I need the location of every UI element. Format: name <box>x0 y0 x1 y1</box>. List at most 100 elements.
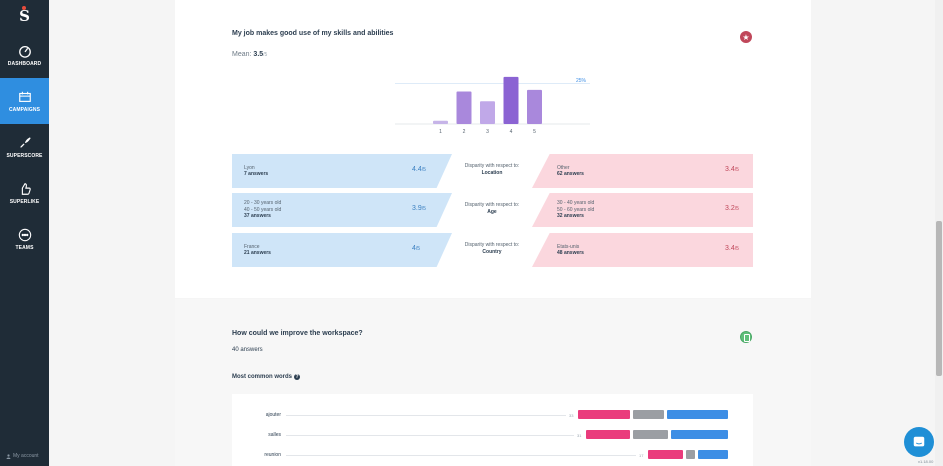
score-value: 3.2 <box>725 205 735 212</box>
score-distribution-chart: 25% 1 2 3 4 5 <box>395 76 590 135</box>
group-answers: 21 answers <box>244 250 271 256</box>
disparity-row: Lyon 7 answers 4.4/5 Disparity with respect… <box>232 154 753 188</box>
words-panel: ajouter 33 salles 31 reunion 17 <box>232 394 753 466</box>
nav-item-campaigns[interactable]: CAMPAIGNS <box>0 78 49 124</box>
question-card-skills: My job makes good use of my skills and a… <box>175 0 811 298</box>
x-tick-label: 5 <box>533 129 536 135</box>
nav-item-teams[interactable]: TEAMS <box>0 216 49 262</box>
group-name: Etats-unis <box>557 243 580 250</box>
negative-segment[interactable] <box>578 410 630 419</box>
score-denominator: /5 <box>734 206 739 212</box>
disparity-criterion: Disparity with respect to: Country <box>452 242 532 256</box>
group-answers: 7 answers <box>244 171 269 177</box>
nav-label-dashboard: DASHBOARD <box>7 60 42 67</box>
most-common-words-heading: Most common words ? <box>232 374 301 380</box>
teams-icon <box>18 228 31 241</box>
group-name: 20 - 30 years old <box>244 200 282 207</box>
app-logo[interactable]: S <box>0 0 49 32</box>
group-score: 3.2/5 <box>725 205 739 212</box>
word-label: ajouter <box>265 412 281 418</box>
word-count: 31 <box>577 433 582 438</box>
bar[interactable] <box>456 91 472 125</box>
bar[interactable] <box>503 76 519 124</box>
answers-count: 40 answers <box>232 347 263 353</box>
question-title: My job makes good use of my skills and a… <box>232 30 394 37</box>
group-answers: 32 answers <box>557 213 584 220</box>
user-icon <box>6 453 11 459</box>
disparity-group-low: Other 62 answers 3.4/5 <box>532 154 753 188</box>
group-answers: 37 answers <box>244 213 271 220</box>
negative-segment[interactable] <box>586 430 630 439</box>
most-common-words-label: Most common words <box>232 374 293 380</box>
campaigns-icon <box>18 91 31 102</box>
nav-item-superlike[interactable]: SUPERLIKE <box>0 170 49 216</box>
star-icon[interactable]: ★ <box>740 31 752 43</box>
logo-dot <box>22 6 26 10</box>
nav-item-dashboard[interactable]: DASHBOARD <box>0 32 49 78</box>
word-label: salles <box>268 432 281 438</box>
disparity-label: Disparity with respect to: <box>464 163 520 169</box>
group-score: 4.4/5 <box>412 166 426 173</box>
group-score: 3.4/5 <box>725 166 739 173</box>
group-name: Other <box>557 164 570 171</box>
disparity-group-high: France 21 answers 4/5 <box>232 233 452 267</box>
sidebar: S DASHBOARD CAMPAIGNS SUPERSCORE SUPERLI… <box>0 0 49 466</box>
group-name: Lyon <box>244 164 255 171</box>
scrollbar-thumb[interactable] <box>936 221 942 376</box>
group-name: 30 - 40 years old <box>557 200 595 207</box>
neutral-segment[interactable] <box>633 410 664 419</box>
reference-line-label: 25% <box>576 78 587 84</box>
group-name: 50 - 60 years old <box>557 206 595 213</box>
word-row: reunion 17 <box>232 450 753 460</box>
word-label: reunion <box>264 452 281 458</box>
chat-icon <box>913 436 925 447</box>
bar[interactable] <box>527 89 542 124</box>
chat-button[interactable] <box>904 427 934 457</box>
neutral-segment[interactable] <box>633 430 668 439</box>
x-tick-label: 2 <box>463 129 466 135</box>
group-name: France <box>244 243 260 250</box>
neutral-segment[interactable] <box>686 450 695 459</box>
positive-segment[interactable] <box>667 410 728 419</box>
word-count: 33 <box>569 413 574 418</box>
my-account-link[interactable]: My account <box>6 453 39 459</box>
disparity-criterion-value: Age <box>487 209 497 215</box>
version-label: v1.18.00 <box>918 459 934 464</box>
score-denominator: /5 <box>421 206 426 212</box>
bar[interactable] <box>433 120 448 124</box>
logo-letter: S <box>19 7 30 25</box>
mean-denominator: /5 <box>263 52 268 58</box>
group-details: Etats-unis 48 answers <box>557 244 584 257</box>
x-tick-label: 1 <box>439 129 442 135</box>
question-card-workspace: How could we improve the workspace? 40 a… <box>175 299 811 466</box>
positive-segment[interactable] <box>698 450 728 459</box>
help-icon[interactable]: ? <box>294 374 301 380</box>
score-denominator: /5 <box>421 167 426 173</box>
group-details: 20 - 30 years old 40 - 50 years old 37 ans… <box>244 200 281 220</box>
score-value: 3.4 <box>725 245 735 252</box>
disparity-criterion-value: Country <box>482 249 502 255</box>
my-account-label: My account <box>13 453 39 459</box>
disparity-group-high: 20 - 30 years old 40 - 50 years old 37 ans… <box>232 193 452 227</box>
bar[interactable] <box>480 101 495 124</box>
disparity-row: France 21 answers 4/5 Disparity with respec… <box>232 233 753 267</box>
trash-icon[interactable] <box>740 331 752 343</box>
group-details: France 21 answers <box>244 244 271 257</box>
nav-label-superscore: SUPERSCORE <box>6 152 43 159</box>
negative-segment[interactable] <box>648 450 683 459</box>
dashboard-icon <box>18 45 31 58</box>
score-value: 4.4 <box>412 166 422 173</box>
positive-segment[interactable] <box>671 430 728 439</box>
rocket-icon <box>19 136 31 148</box>
mean-score: Mean: 3.5/5 <box>232 51 267 58</box>
disparity-label: Disparity with respect to: <box>464 242 520 248</box>
disparity-row: 20 - 30 years old 40 - 50 years old 37 ans… <box>232 193 753 227</box>
group-details: 30 - 40 years old 50 - 60 years old 32 ans… <box>557 200 594 220</box>
word-row: salles 31 <box>232 430 753 440</box>
nav-item-superscore[interactable]: SUPERSCORE <box>0 124 49 170</box>
x-tick-label: 4 <box>510 129 513 135</box>
disparity-group-low: 30 - 40 years old 50 - 60 years old 32 ans… <box>532 193 753 227</box>
x-tick-label: 3 <box>486 129 489 135</box>
group-details: Lyon 7 answers <box>244 165 268 178</box>
group-name: 40 - 50 years old <box>244 206 282 213</box>
